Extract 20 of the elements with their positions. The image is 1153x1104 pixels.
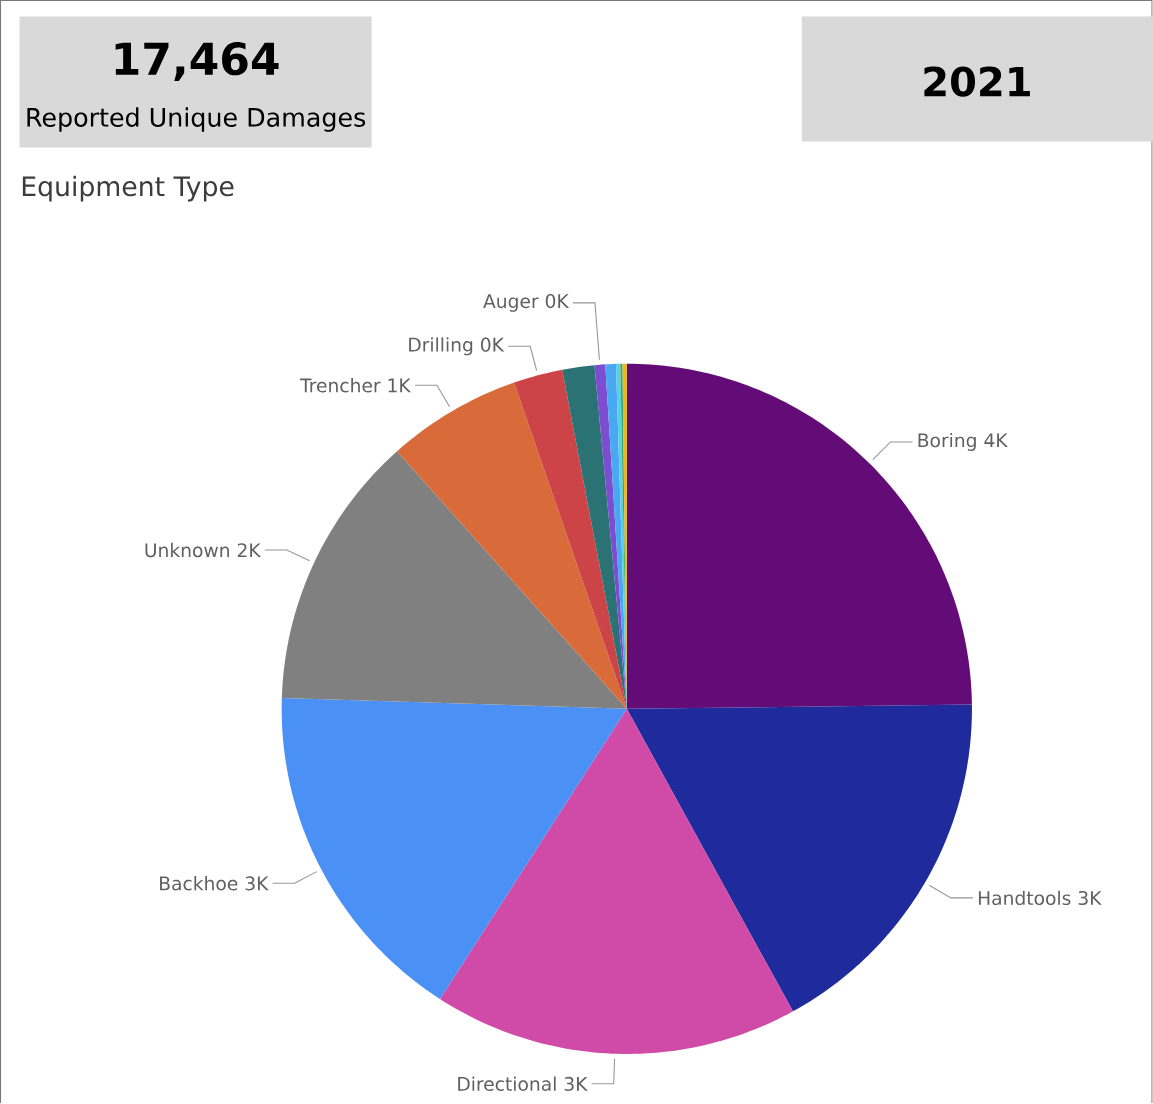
data-label: 0K: [545, 294, 570, 309]
text: Reported Unique Damages: [27, 107, 366, 133]
slice-label: Trencher: [300, 378, 381, 393]
text: 2021: [924, 66, 1030, 97]
data-label: 2K: [237, 543, 261, 558]
slice-label: Handtools: [978, 890, 1071, 906]
data-label: 4K: [984, 433, 1008, 448]
slice-label: Boring: [918, 433, 976, 452]
chart-title: Equipment Type: [22, 175, 234, 202]
data-label: 3K: [245, 876, 269, 891]
slice-label: Auger: [483, 294, 539, 313]
slice-label: Drilling: [409, 337, 473, 356]
data-label: 3K: [564, 1077, 588, 1092]
data-label: 1K: [388, 378, 412, 393]
text: 17,464: [115, 42, 279, 82]
slice-label: Backhoe: [160, 876, 238, 891]
data-label: 3K: [1078, 891, 1102, 906]
slice-label: Unknown: [145, 543, 229, 558]
slice-label: Directional: [458, 1076, 556, 1092]
data-label: 0K: [481, 337, 505, 352]
